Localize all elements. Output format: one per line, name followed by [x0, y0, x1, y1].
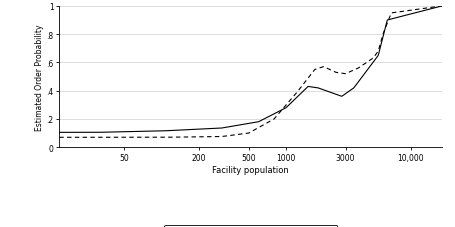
- Line: prisons in1995: prisons in1995: [59, 7, 441, 133]
- jails in1993: [385, 18, 391, 21]
- jails in1993: [439, 5, 444, 8]
- prisons in1995: [278, 109, 284, 112]
- jails in1993: [346, 71, 352, 74]
- jails in1993: [56, 136, 62, 139]
- jails in1993: [288, 98, 294, 100]
- prisons in1995: [56, 131, 62, 134]
- X-axis label: Facility population: Facility population: [212, 165, 288, 174]
- prisons in1995: [288, 101, 294, 104]
- prisons in1995: [439, 5, 444, 8]
- prisons in1995: [300, 90, 305, 93]
- prisons in1995: [80, 131, 86, 134]
- Y-axis label: Estimated Order Probability: Estimated Order Probability: [35, 24, 44, 130]
- Line: jails in1993: jails in1993: [59, 7, 441, 138]
- jails in1993: [300, 84, 305, 86]
- jails in1993: [278, 109, 284, 112]
- prisons in1995: [346, 90, 352, 93]
- prisons in1995: [385, 19, 391, 22]
- Legend: prisons in1995, jails in1993: prisons in1995, jails in1993: [164, 225, 337, 227]
- jails in1993: [80, 136, 86, 139]
